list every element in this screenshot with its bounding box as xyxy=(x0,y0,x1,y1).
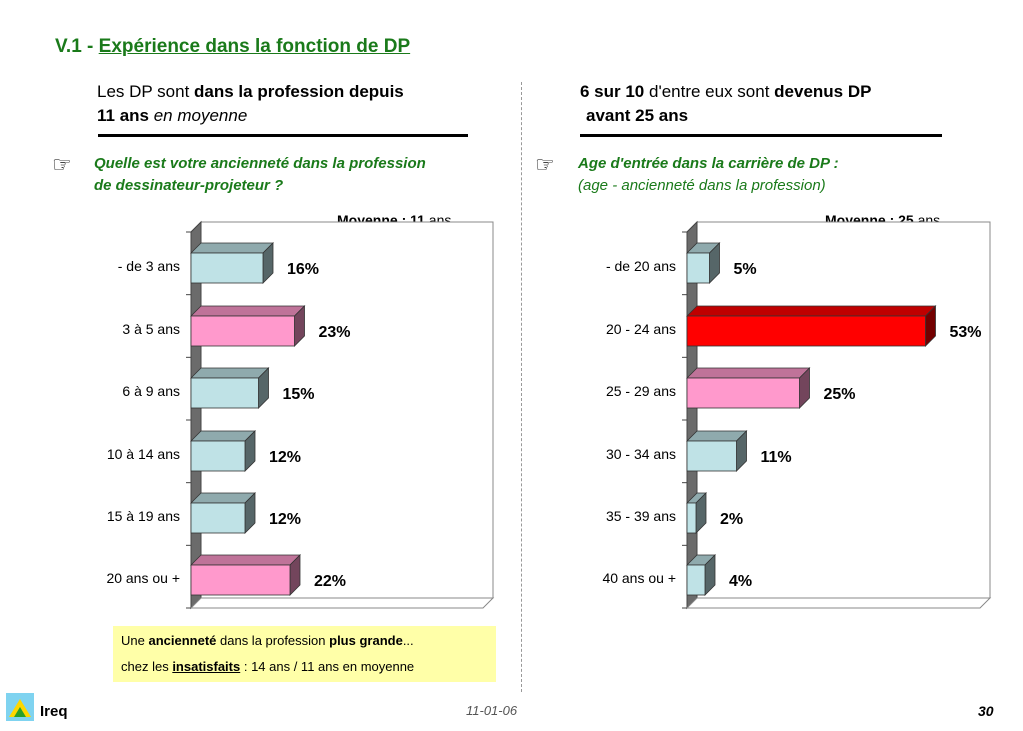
left-data-label: 16% xyxy=(287,261,319,278)
note-text: Une xyxy=(121,633,149,648)
right-bar xyxy=(686,502,697,534)
right-head-bold-a: 6 sur 10 xyxy=(580,82,645,101)
left-headline: Les DP sont dans la profession depuis 11… xyxy=(97,80,404,128)
ireq-logo-icon xyxy=(6,693,34,721)
left-category-label: 6 à 9 ans xyxy=(122,383,180,399)
right-data-label: 25% xyxy=(824,386,856,403)
right-category-label: 35 - 39 ans xyxy=(606,508,676,524)
right-question-line2: (age - ancienneté dans la profession) xyxy=(578,177,826,194)
left-bar xyxy=(190,502,246,534)
right-bar xyxy=(686,564,706,596)
left-bar-top xyxy=(190,367,270,379)
left-question-line1: Quelle est votre ancienneté dans la prof… xyxy=(94,155,426,172)
right-category-label: 20 - 24 ans xyxy=(606,321,676,337)
right-head-bold-2: avant 25 ans xyxy=(586,106,689,125)
note-bold: plus grande xyxy=(329,633,403,648)
note-box: Une ancienneté dans la profession plus g… xyxy=(113,626,496,682)
right-category-label: 40 ans ou + xyxy=(602,570,676,586)
page-number: 30 xyxy=(978,703,994,719)
right-category-label: 30 - 34 ans xyxy=(606,446,676,462)
pointing-hand-icon: ☞ xyxy=(535,152,555,177)
left-data-label: 12% xyxy=(269,511,301,528)
right-data-label: 53% xyxy=(950,324,982,341)
note-text: : 14 ans / 11 ans en moyenne xyxy=(240,659,415,674)
left-bar xyxy=(190,564,291,596)
note-text: dans la profession xyxy=(216,633,330,648)
left-bar xyxy=(190,440,246,472)
left-head-italic: en moyenne xyxy=(149,106,248,125)
left-category-label: 3 à 5 ans xyxy=(122,321,180,337)
left-head-normal: Les DP sont xyxy=(97,82,195,101)
left-data-label: 15% xyxy=(283,386,315,403)
left-category-label: 15 à 19 ans xyxy=(107,508,180,524)
right-data-label: 11% xyxy=(761,449,792,466)
right-head-rule xyxy=(580,134,942,137)
right-data-label: 4% xyxy=(729,573,752,590)
left-data-label: 22% xyxy=(314,573,346,590)
page-title: V.1 - Expérience dans la fonction de DP xyxy=(55,36,410,58)
left-plot-floor xyxy=(189,597,495,609)
left-bar xyxy=(190,252,264,284)
right-bar xyxy=(686,440,737,472)
right-bar xyxy=(686,315,926,347)
note-bold-underline: insatisfaits xyxy=(172,659,241,674)
column-divider xyxy=(521,82,522,692)
left-bar-top xyxy=(190,492,256,504)
left-category-label: 20 ans ou + xyxy=(106,570,180,586)
right-plot-floor xyxy=(685,597,992,609)
right-category-label: - de 20 ans xyxy=(606,258,676,274)
left-bar xyxy=(190,315,295,347)
title-main: Expérience dans la fonction de DP xyxy=(98,36,411,57)
footer-date: 11-01-06 xyxy=(466,703,518,718)
left-question-line2: de dessinateur-projeteur ? xyxy=(94,177,284,194)
note-text: chez les xyxy=(121,659,173,674)
note-bold: ancienneté xyxy=(148,633,217,648)
right-bar xyxy=(686,252,710,284)
logo-label: Ireq xyxy=(40,703,68,720)
title-prefix: V.1 - xyxy=(55,36,99,57)
note-text: ... xyxy=(402,633,414,648)
right-headline: 6 sur 10 d'entre eux sont devenus DP ava… xyxy=(580,80,871,128)
right-question: Age d'entrée dans la carrière de DP : (a… xyxy=(578,153,839,197)
right-bar-top xyxy=(686,367,811,379)
right-category-label: 25 - 29 ans xyxy=(606,383,676,399)
left-head-bold-2: 11 ans xyxy=(97,106,149,125)
left-bar-top xyxy=(190,242,274,254)
left-question: Quelle est votre ancienneté dans la prof… xyxy=(94,153,426,197)
right-bar-top xyxy=(686,305,937,317)
right-data-label: 2% xyxy=(720,511,743,528)
pointing-hand-icon: ☞ xyxy=(52,152,72,177)
left-bar-top xyxy=(190,305,306,317)
right-data-label: 5% xyxy=(734,261,757,278)
left-category-label: 10 à 14 ans xyxy=(107,446,180,462)
left-category-label: - de 3 ans xyxy=(118,258,180,274)
right-head-bold-b: devenus DP xyxy=(774,82,872,101)
left-head-bold: dans la profession depuis xyxy=(194,82,404,101)
left-bar-top xyxy=(190,430,256,442)
right-question-line1: Age d'entrée dans la carrière de DP : xyxy=(578,155,839,172)
left-data-label: 12% xyxy=(269,449,301,466)
left-bar-top xyxy=(190,554,301,566)
right-head-normal: d'entre eux sont xyxy=(644,82,775,101)
left-head-rule xyxy=(98,134,468,137)
right-plot-wall xyxy=(686,221,991,610)
right-bar xyxy=(686,377,800,409)
left-bar xyxy=(190,377,259,409)
left-data-label: 23% xyxy=(319,324,351,341)
